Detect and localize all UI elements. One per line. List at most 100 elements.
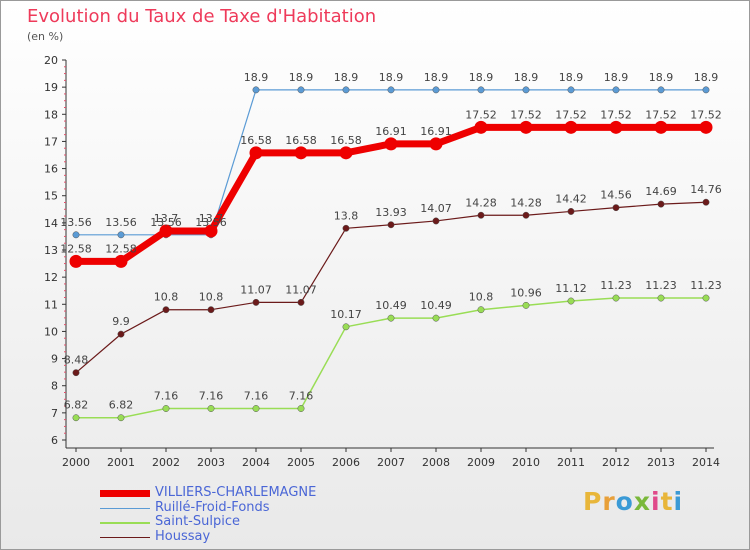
x-tick-label: 2011 xyxy=(557,456,585,469)
y-tick-label: 19 xyxy=(44,81,58,94)
x-tick-label: 2009 xyxy=(467,456,495,469)
data-label: 18.9 xyxy=(694,71,719,84)
data-label: 6.82 xyxy=(109,399,134,412)
logo-letter: o xyxy=(615,487,634,516)
proxiti-logo: Proxiti xyxy=(583,487,683,516)
data-point xyxy=(522,86,530,94)
logo-letter: r xyxy=(602,487,616,516)
data-label: 13.56 xyxy=(105,216,137,229)
data-point xyxy=(702,86,710,94)
data-point xyxy=(117,414,125,422)
data-point xyxy=(609,120,623,134)
y-tick-label: 17 xyxy=(44,135,58,148)
data-label: 11.23 xyxy=(600,279,632,292)
data-label: 7.16 xyxy=(244,390,269,403)
data-label: 14.76 xyxy=(690,183,722,196)
data-point xyxy=(612,204,620,212)
data-point xyxy=(612,294,620,302)
data-point xyxy=(522,301,530,309)
data-label: 18.9 xyxy=(469,71,494,84)
data-label: 14.28 xyxy=(510,196,542,209)
data-point xyxy=(72,369,80,377)
data-point xyxy=(522,211,530,219)
data-label: 9.9 xyxy=(112,315,130,328)
legend-swatch-ruille-froid-fonds xyxy=(100,507,150,509)
data-label: 11.12 xyxy=(555,282,587,295)
data-label: 18.9 xyxy=(424,71,449,84)
data-label: 18.9 xyxy=(559,71,584,84)
data-label: 16.58 xyxy=(285,134,317,147)
data-point xyxy=(477,86,485,94)
y-tick-label: 12 xyxy=(44,271,58,284)
data-label: 14.07 xyxy=(420,202,452,215)
data-point xyxy=(72,231,80,239)
data-point xyxy=(564,120,578,134)
data-point xyxy=(612,86,620,94)
data-point xyxy=(474,120,488,134)
data-point xyxy=(654,120,668,134)
y-tick-label: 18 xyxy=(44,108,58,121)
data-point xyxy=(204,224,218,238)
data-label: 17.52 xyxy=(465,108,497,121)
data-point xyxy=(252,298,260,306)
data-point xyxy=(657,200,665,208)
logo-letter: t xyxy=(660,487,674,516)
x-tick-label: 2003 xyxy=(197,456,225,469)
y-tick-label: 9 xyxy=(51,353,58,366)
data-label: 7.16 xyxy=(154,390,179,403)
data-point xyxy=(162,306,170,314)
data-label: 10.49 xyxy=(420,299,452,312)
legend-label-villiers-charlemagne: VILLIERS-CHARLEMAGNE xyxy=(155,485,317,500)
data-label: 18.9 xyxy=(289,71,314,84)
data-point xyxy=(429,137,443,151)
data-label: 13.93 xyxy=(375,206,407,219)
data-point xyxy=(567,86,575,94)
data-point xyxy=(114,254,128,268)
data-point xyxy=(699,120,713,134)
data-point xyxy=(252,86,260,94)
x-tick-label: 2004 xyxy=(242,456,270,469)
x-tick-label: 2007 xyxy=(377,456,405,469)
x-tick-label: 2008 xyxy=(422,456,450,469)
data-point xyxy=(252,405,260,412)
data-label: 10.8 xyxy=(154,291,179,304)
data-point xyxy=(117,231,125,239)
legend-label-ruille-froid-fonds: Ruillé-Froid-Fonds xyxy=(155,499,270,515)
data-point xyxy=(387,314,395,322)
data-label: 17.52 xyxy=(690,108,722,121)
data-point xyxy=(207,405,215,412)
data-point xyxy=(294,146,308,160)
data-point xyxy=(339,146,353,160)
data-label: 18.9 xyxy=(604,71,629,84)
x-tick-label: 2014 xyxy=(692,456,720,469)
data-point xyxy=(657,86,665,94)
data-point xyxy=(342,323,350,331)
data-label: 14.56 xyxy=(600,189,632,202)
y-tick-label: 11 xyxy=(44,298,58,311)
data-point xyxy=(432,86,440,94)
data-label: 10.96 xyxy=(510,286,542,299)
data-label: 13.7 xyxy=(199,212,224,225)
y-tick-label: 20 xyxy=(44,54,58,67)
data-label: 17.52 xyxy=(600,108,632,121)
data-label: 17.52 xyxy=(510,108,542,121)
data-label: 10.49 xyxy=(375,299,407,312)
data-point xyxy=(567,208,575,215)
data-label: 13.56 xyxy=(195,216,227,229)
data-label: 16.58 xyxy=(240,134,272,147)
data-label: 13.56 xyxy=(60,216,92,229)
data-point xyxy=(249,146,263,160)
data-point xyxy=(657,294,665,302)
data-point xyxy=(342,86,350,94)
data-label: 10.8 xyxy=(199,291,224,304)
data-label: 11.23 xyxy=(690,279,722,292)
data-point xyxy=(477,211,485,219)
data-label: 13.8 xyxy=(334,209,359,222)
chart-unit-label: (en %) xyxy=(27,30,64,43)
legend-swatch-saint-sulpice xyxy=(100,522,150,524)
legend-swatch-villiers-charlemagne xyxy=(100,490,150,497)
logo-letter: x xyxy=(633,487,651,516)
data-label: 7.16 xyxy=(199,390,224,403)
